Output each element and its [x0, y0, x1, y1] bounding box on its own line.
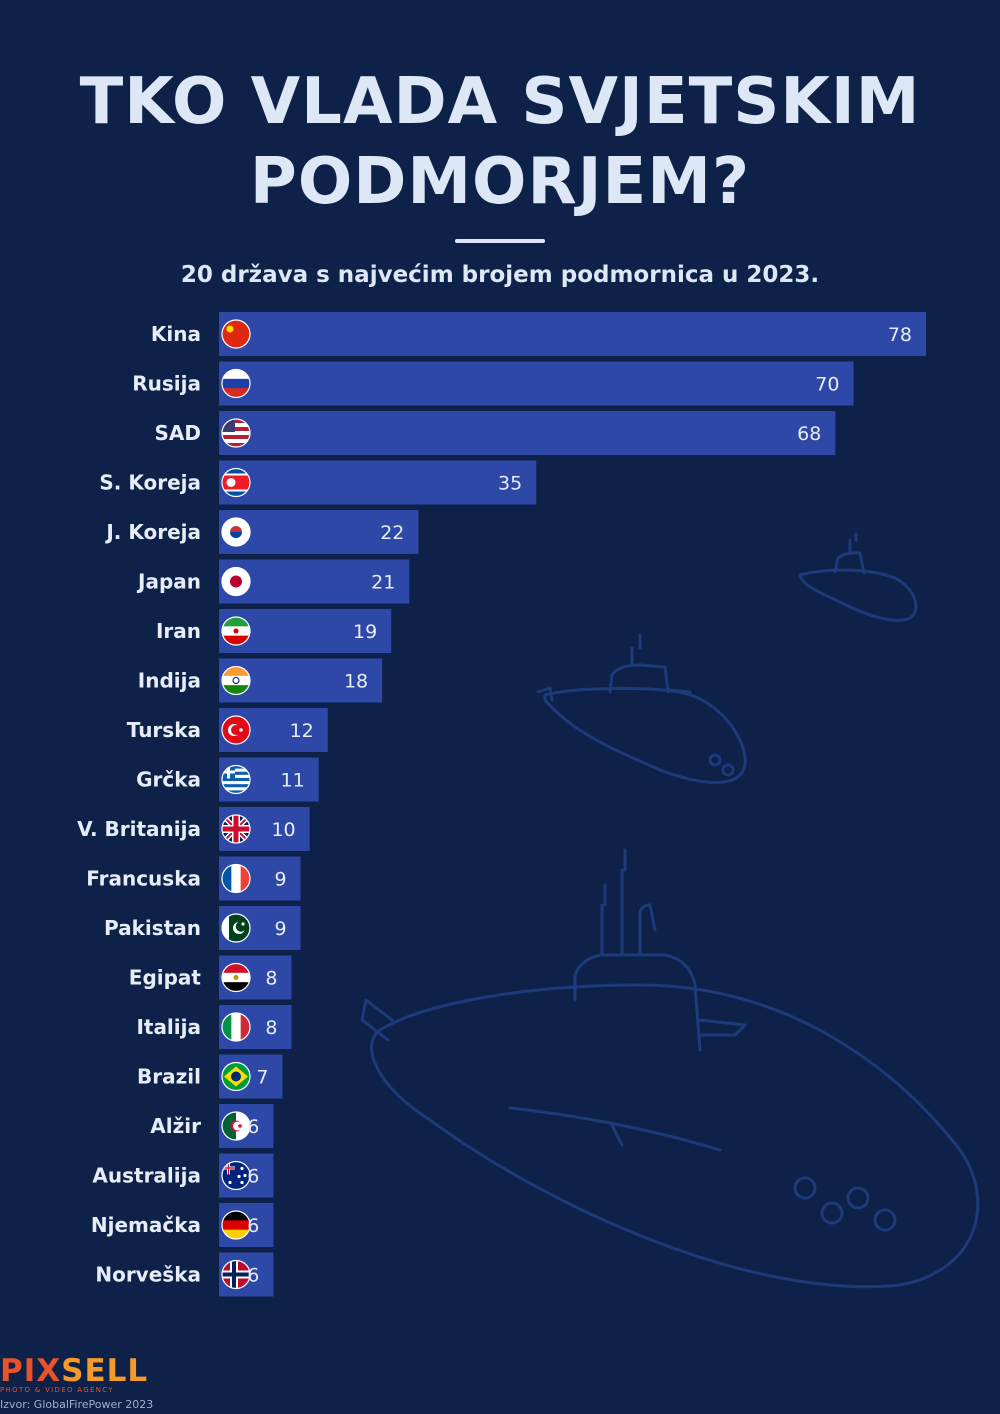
- logo-tagline: PHOTO & VIDEO AGENCY: [0, 1386, 114, 1394]
- value-label: 22: [380, 522, 404, 544]
- value-label: 21: [371, 572, 395, 594]
- category-label: Turska: [127, 718, 201, 742]
- flag-south-korea-icon: [222, 518, 250, 546]
- bar: [219, 460, 537, 505]
- submarine-medium-icon: [536, 633, 747, 784]
- flag-ring: [221, 1061, 251, 1092]
- category-label: Rusija: [132, 372, 201, 396]
- flag-ring: [221, 1160, 251, 1191]
- flag-japan-icon: [222, 567, 250, 596]
- chart-subtitle: 20 država s najvećim brojem podmornica u…: [180, 262, 820, 288]
- flag-pakistan-icon: [222, 914, 250, 942]
- flag-egypt-icon: [222, 963, 250, 992]
- category-label: Norveška: [95, 1263, 201, 1287]
- category-label: Francuska: [86, 867, 201, 891]
- value-label: 10: [271, 819, 295, 841]
- category-label: Egipat: [129, 966, 202, 990]
- flag-china-icon: [222, 320, 250, 348]
- flag-ring: [221, 368, 251, 399]
- category-label: Brazil: [137, 1065, 201, 1089]
- category-label: Australija: [92, 1164, 201, 1188]
- bar: [219, 559, 410, 604]
- category-label: Pakistan: [104, 916, 201, 940]
- category-label: Alžir: [150, 1114, 201, 1138]
- category-label: J. Koreja: [104, 520, 201, 544]
- category-label: SAD: [155, 421, 201, 445]
- flag-russia-icon: [222, 369, 250, 398]
- bar: [219, 361, 854, 406]
- category-label: Indija: [138, 669, 201, 693]
- source-note: Izvor: GlobalFirePower 2023: [0, 1398, 154, 1411]
- flag-ring: [221, 1012, 251, 1042]
- logo-wordmark: PIXSELL: [0, 1353, 149, 1389]
- submarine-large-icon: [360, 848, 980, 1289]
- flag-ring: [221, 715, 251, 745]
- flag-ring: [221, 1111, 251, 1141]
- category-label: Kina: [151, 322, 201, 346]
- value-label: 68: [797, 423, 821, 445]
- flag-ring: [221, 962, 251, 993]
- value-label: 12: [290, 720, 314, 742]
- flag-norway-icon: [222, 1260, 250, 1289]
- flag-ring: [221, 616, 251, 646]
- flag-algeria-icon: [222, 1112, 250, 1140]
- flag-ring: [221, 913, 251, 943]
- flag-ring: [221, 1259, 251, 1290]
- category-label: V. Britanija: [77, 817, 201, 841]
- flag-india-icon: [222, 666, 250, 695]
- value-label: 8: [265, 1017, 277, 1039]
- bar: [219, 312, 926, 356]
- value-label: 18: [344, 671, 368, 693]
- category-label: S. Koreja: [99, 471, 201, 495]
- flag-iran-icon: [222, 617, 250, 645]
- flag-ring: [221, 566, 251, 597]
- bar: [219, 411, 836, 455]
- bar: [219, 510, 419, 554]
- value-label: 6: [247, 1265, 259, 1287]
- value-label: 78: [888, 324, 912, 346]
- value-label: 7: [256, 1067, 268, 1089]
- flag-north-korea-icon: [222, 468, 250, 497]
- value-label: 6: [247, 1116, 259, 1138]
- flag-ring: [221, 1210, 251, 1240]
- flag-ring: [221, 517, 251, 547]
- category-label: Italija: [136, 1015, 201, 1039]
- flag-australia-icon: [222, 1161, 250, 1190]
- submarine-small-icon: [798, 532, 918, 622]
- category-label: Japan: [136, 570, 201, 594]
- value-label: 9: [274, 869, 286, 891]
- flag-italy-icon: [222, 1013, 250, 1041]
- value-label: 11: [281, 770, 305, 792]
- page-title: TKO VLADA SVJETSKIM PODMORJEM?: [0, 62, 1000, 222]
- value-label: 35: [498, 473, 522, 495]
- value-label: 6: [247, 1215, 259, 1237]
- value-label: 19: [353, 621, 377, 643]
- flag-france-icon: [222, 864, 250, 893]
- value-label: 8: [265, 968, 277, 990]
- flag-brazil-icon: [222, 1062, 250, 1091]
- flag-ring: [221, 418, 251, 448]
- flag-ring: [221, 863, 251, 894]
- title-line-2: PODMORJEM?: [249, 145, 751, 219]
- category-label: Grčka: [136, 768, 201, 792]
- pixsell-logo: PIXSELL PHOTO & VIDEO AGENCY: [0, 1354, 148, 1394]
- title-line-1: TKO VLADA SVJETSKIM: [79, 65, 921, 139]
- flag-ring: [221, 814, 251, 844]
- value-label: 9: [274, 918, 286, 940]
- value-label: 6: [247, 1166, 259, 1188]
- title-divider: [455, 239, 545, 243]
- value-label: 70: [815, 374, 839, 396]
- flag-ring: [221, 764, 251, 795]
- flag-germany-icon: [222, 1211, 250, 1239]
- flag-turkey-icon: [222, 716, 250, 744]
- category-label: Iran: [156, 619, 201, 643]
- flag-uk-icon: [222, 815, 250, 843]
- flag-ring: [221, 665, 251, 696]
- flag-ring: [221, 467, 251, 498]
- flag-ring: [221, 319, 251, 349]
- category-label: Njemačka: [91, 1213, 201, 1237]
